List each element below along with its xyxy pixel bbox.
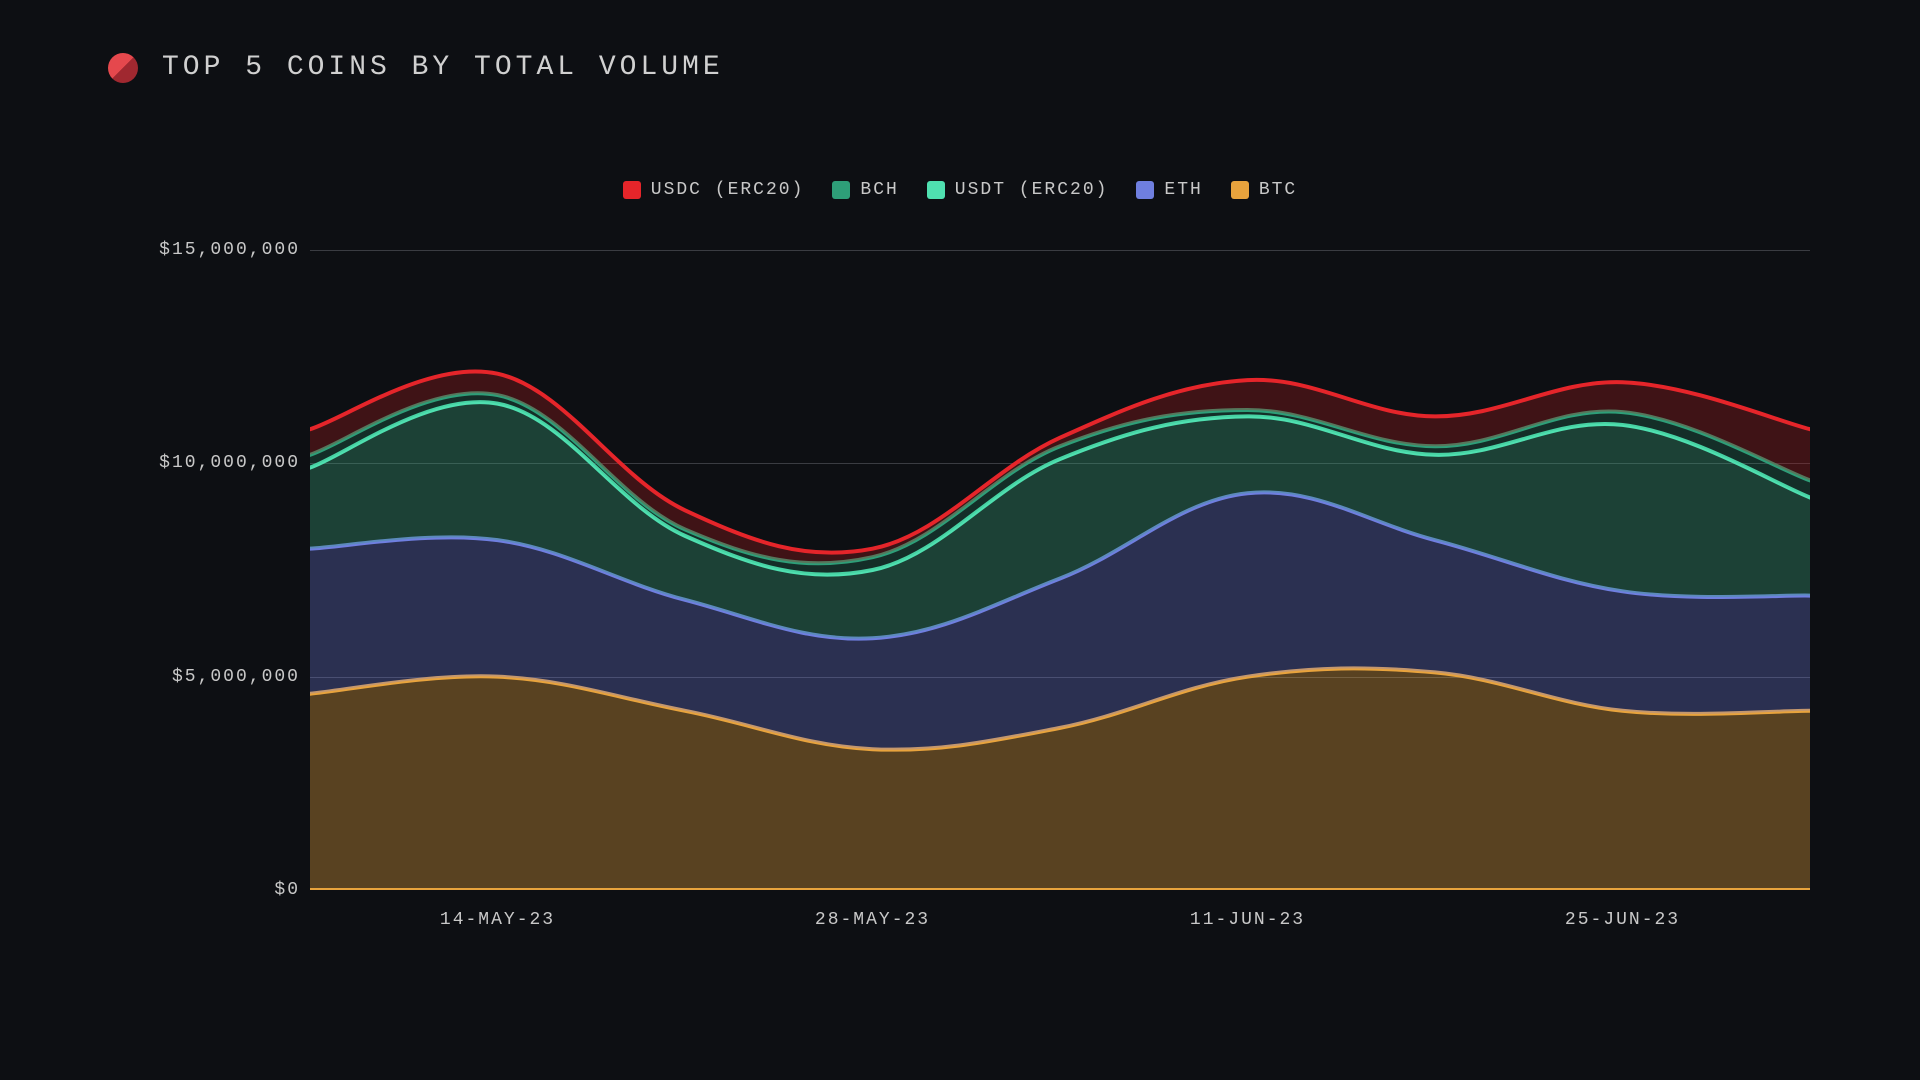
volume-chart: $0$5,000,000$10,000,000$15,000,000 14-MA… (110, 250, 1810, 970)
x-axis-label: 11-JUN-23 (1190, 910, 1305, 930)
x-axis-label: 14-MAY-23 (440, 910, 555, 930)
page-title: TOP 5 COINS BY TOTAL VOLUME (162, 52, 724, 83)
legend-label: ETH (1164, 180, 1202, 200)
legend-item[interactable]: USDC (ERC20) (623, 180, 805, 200)
y-axis-label: $15,000,000 (159, 240, 300, 260)
legend-swatch (1231, 181, 1249, 199)
legend-item[interactable]: USDT (ERC20) (927, 180, 1109, 200)
brand-logo-icon (108, 53, 138, 83)
legend-label: USDT (ERC20) (955, 180, 1109, 200)
legend-swatch (623, 181, 641, 199)
legend-swatch (1136, 181, 1154, 199)
y-axis-label: $10,000,000 (159, 453, 300, 473)
legend-label: BCH (860, 180, 898, 200)
legend-label: BTC (1259, 180, 1297, 200)
x-axis-label: 25-JUN-23 (1565, 910, 1680, 930)
legend-item[interactable]: BTC (1231, 180, 1297, 200)
chart-legend: USDC (ERC20) BCH USDT (ERC20) ETH BTC (0, 180, 1920, 200)
legend-label: USDC (ERC20) (651, 180, 805, 200)
legend-item[interactable]: ETH (1136, 180, 1202, 200)
y-axis-label: $5,000,000 (172, 667, 300, 687)
legend-swatch (832, 181, 850, 199)
legend-item[interactable]: BCH (832, 180, 898, 200)
legend-swatch (927, 181, 945, 199)
x-axis-label: 28-MAY-23 (815, 910, 930, 930)
y-axis-label: $0 (274, 880, 300, 900)
